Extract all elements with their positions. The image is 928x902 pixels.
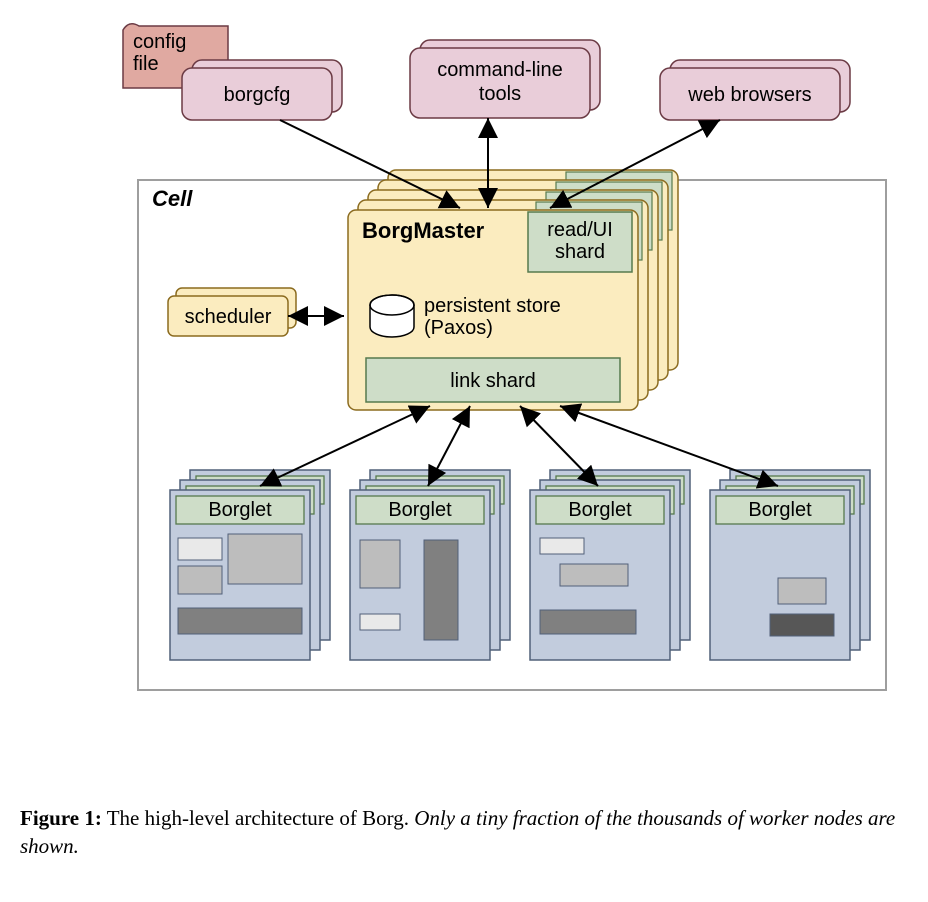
svg-text:scheduler: scheduler (185, 306, 272, 328)
svg-text:borgcfg: borgcfg (224, 84, 291, 106)
task-box (778, 578, 826, 604)
task-box (770, 614, 834, 636)
task-box (178, 538, 222, 560)
caption-text: The high-level architecture of Borg. (102, 806, 414, 830)
svg-text:BorgMaster: BorgMaster (362, 218, 485, 243)
task-box (178, 566, 222, 594)
persistent-store-icon (370, 305, 414, 337)
task-box (178, 608, 302, 634)
svg-text:file: file (133, 53, 159, 75)
svg-text:config: config (133, 31, 186, 53)
figure-caption: Figure 1: The high-level architecture of… (20, 804, 900, 861)
svg-text:read/UI: read/UI (547, 219, 613, 241)
svg-text:persistent store: persistent store (424, 295, 561, 317)
task-box (360, 614, 400, 630)
svg-text:Borglet: Borglet (568, 499, 632, 521)
svg-text:shard: shard (555, 241, 605, 263)
caption-prefix: Figure 1: (20, 806, 102, 830)
svg-text:Borglet: Borglet (388, 499, 452, 521)
svg-text:web browsers: web browsers (687, 84, 811, 106)
svg-text:Borglet: Borglet (208, 499, 272, 521)
svg-text:command-line: command-line (437, 59, 563, 81)
borg-architecture-diagram: Cell configfile borgcfg command-linetools we… (20, 20, 908, 783)
svg-text:Borglet: Borglet (748, 499, 812, 521)
task-box (540, 538, 584, 554)
task-box (540, 610, 636, 634)
svg-text:Cell: Cell (152, 186, 193, 211)
task-box (228, 534, 302, 584)
svg-text:tools: tools (479, 83, 521, 105)
task-box (424, 540, 458, 640)
svg-text:(Paxos): (Paxos) (424, 317, 493, 339)
diagram-svg: Cell configfile borgcfg command-linetools we… (20, 20, 908, 720)
svg-text:link shard: link shard (450, 370, 536, 392)
task-box (560, 564, 628, 586)
task-box (360, 540, 400, 588)
